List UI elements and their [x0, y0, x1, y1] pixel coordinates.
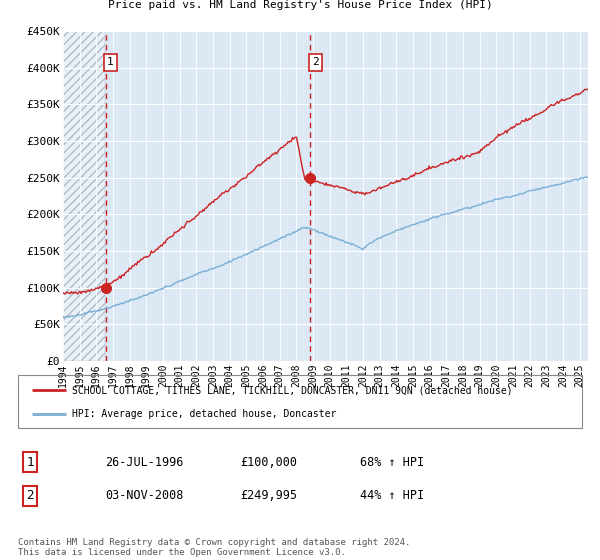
Text: £100,000: £100,000	[240, 455, 297, 469]
Text: 26-JUL-1996: 26-JUL-1996	[105, 455, 184, 469]
Text: Price paid vs. HM Land Registry's House Price Index (HPI): Price paid vs. HM Land Registry's House …	[107, 0, 493, 10]
Text: 1: 1	[26, 455, 34, 469]
Text: Contains HM Land Registry data © Crown copyright and database right 2024.
This d: Contains HM Land Registry data © Crown c…	[18, 538, 410, 557]
Text: 1: 1	[107, 57, 114, 67]
Text: SCHOOL COTTAGE, TITHES LANE, TICKHILL, DONCASTER, DN11 9QN (detached house): SCHOOL COTTAGE, TITHES LANE, TICKHILL, D…	[71, 385, 512, 395]
Text: 68% ↑ HPI: 68% ↑ HPI	[360, 455, 424, 469]
Bar	[63, 31, 106, 361]
Bar	[63, 31, 106, 361]
Text: £249,995: £249,995	[240, 489, 297, 502]
Text: HPI: Average price, detached house, Doncaster: HPI: Average price, detached house, Donc…	[71, 408, 336, 418]
Text: 03-NOV-2008: 03-NOV-2008	[105, 489, 184, 502]
Text: 2: 2	[312, 57, 319, 67]
Text: 2: 2	[26, 489, 34, 502]
Text: 44% ↑ HPI: 44% ↑ HPI	[360, 489, 424, 502]
